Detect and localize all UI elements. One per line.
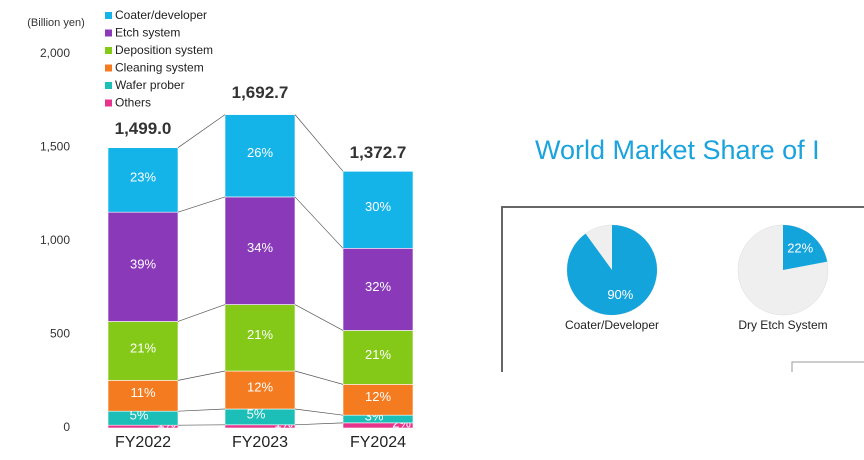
value-label: 21%: [365, 347, 391, 362]
value-label: 90%: [607, 287, 633, 302]
connector: [177, 408, 226, 412]
connector: [294, 114, 344, 172]
y-tick-label: 0: [63, 420, 70, 434]
connector: [294, 408, 344, 416]
value-label: 26%: [247, 145, 273, 160]
bar-segment: [342, 384, 414, 416]
value-label: 12%: [365, 389, 391, 404]
value-label: 22%: [787, 241, 813, 256]
pie-title: World Market Share of I: [535, 135, 820, 165]
value-label: 39%: [130, 256, 156, 271]
total-label: 1,692.7: [232, 83, 289, 102]
connector: [294, 304, 344, 331]
bar-segment: [342, 330, 414, 385]
value-label: 11%: [130, 385, 155, 400]
bar-segment: [107, 211, 179, 322]
legend-label: Deposition system: [115, 43, 213, 57]
legend-swatch: [105, 82, 112, 89]
value-label: 21%: [247, 327, 273, 342]
connector: [177, 114, 226, 148]
total-label: 1,499.0: [115, 119, 172, 138]
bar-segment: [342, 171, 414, 249]
legend-label: Cleaning system: [115, 61, 204, 75]
bar-segment: [107, 321, 179, 381]
value-label: 21%: [130, 340, 156, 355]
connector: [177, 196, 226, 213]
pie-slice: [783, 225, 828, 270]
y-tick-label: 500: [50, 327, 70, 341]
value-label: 32%: [365, 279, 391, 294]
connector: [177, 304, 226, 322]
connector: [294, 422, 344, 426]
pie-label: Coater/Developer: [565, 318, 659, 332]
legend-swatch: [105, 29, 112, 37]
total-label: 1,372.7: [350, 143, 407, 162]
value-label: 5%: [247, 406, 266, 421]
value-label: 23%: [130, 169, 156, 184]
legend-label: Coater/developer: [115, 8, 207, 22]
legend-label: Others: [115, 96, 151, 110]
y-axis-label: (Billion yen): [27, 17, 84, 29]
legend-swatch: [105, 12, 112, 19]
connector: [294, 196, 344, 249]
bar-segment: [224, 370, 296, 410]
x-tick-label: FY2022: [115, 434, 171, 451]
frame: [791, 361, 864, 372]
frame: [501, 206, 864, 372]
legend-swatch: [105, 99, 112, 107]
y-tick-label: 1,000: [40, 233, 70, 247]
connector: [177, 370, 226, 381]
x-tick-label: FY2023: [232, 434, 288, 451]
pie-slice: [567, 224, 658, 315]
x-tick-label: FY2024: [350, 434, 406, 451]
y-tick-label: 1,500: [40, 140, 70, 154]
bar-segment: [342, 248, 414, 331]
bar-segment: [224, 304, 296, 372]
bar-segment: [107, 147, 179, 213]
legend-swatch: [105, 64, 112, 72]
value-label: 34%: [247, 240, 273, 255]
legend-label: Etch system: [115, 26, 180, 40]
bar-segment: [224, 114, 296, 198]
legend-swatch: [105, 47, 112, 54]
pie-label: Dry Etch System: [738, 318, 827, 332]
legend-label: Wafer prober: [115, 78, 185, 92]
value-label: 12%: [247, 379, 273, 394]
connector: [294, 370, 344, 385]
bar-segment: [107, 380, 179, 412]
y-tick-label: 2,000: [40, 46, 70, 60]
value-label: 30%: [365, 199, 391, 214]
